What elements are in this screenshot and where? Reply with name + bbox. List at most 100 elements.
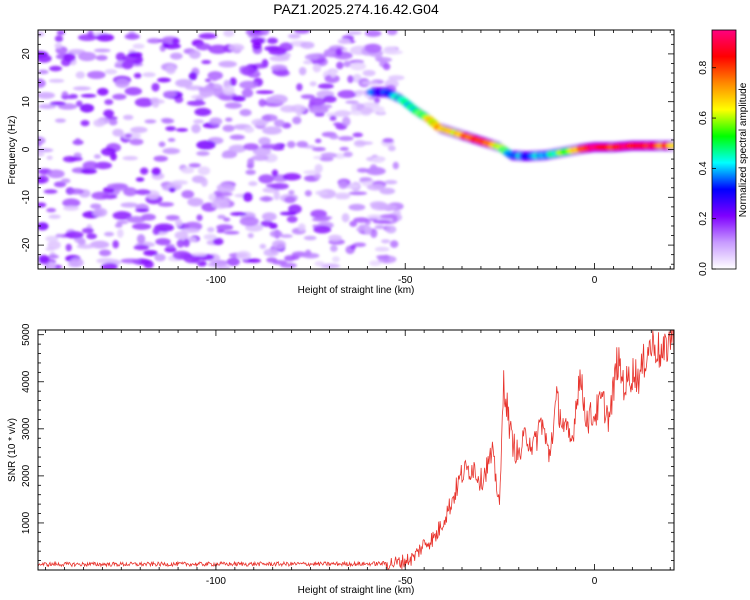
noise-blob — [311, 147, 326, 152]
noise-blob — [304, 190, 312, 197]
noise-blob — [54, 118, 66, 123]
noise-blob — [226, 257, 240, 267]
noise-blob — [170, 52, 183, 60]
noise-blob — [38, 104, 57, 110]
noise-blob — [270, 64, 288, 72]
snr-y-axis-label: SNR (10 * v/v) — [7, 418, 18, 482]
noise-blob — [95, 55, 108, 61]
noise-blob — [369, 260, 382, 267]
noise-blob — [142, 72, 156, 78]
noise-blob — [171, 180, 189, 185]
noise-blob — [251, 154, 269, 161]
noise-blob — [218, 60, 237, 68]
noise-blob — [133, 72, 142, 79]
noise-blob — [54, 35, 64, 43]
noise-blob — [38, 175, 49, 184]
noise-blob — [361, 81, 379, 85]
noise-blob — [54, 42, 63, 49]
noise-blob — [46, 207, 57, 213]
noise-blob — [222, 85, 235, 96]
noise-blob — [359, 177, 372, 182]
noise-blob — [135, 177, 145, 182]
noise-blob — [288, 204, 302, 214]
noise-blob — [46, 155, 53, 160]
noise-blob — [350, 244, 357, 250]
noise-blob — [223, 230, 240, 235]
noise-blob — [341, 116, 351, 127]
noise-blob — [152, 227, 160, 235]
noise-blob — [210, 74, 219, 82]
noise-blob — [172, 250, 191, 260]
noise-blob — [158, 201, 174, 207]
noise-blob — [353, 90, 367, 95]
noise-blob — [167, 138, 176, 142]
noise-blob — [139, 167, 149, 175]
noise-blob — [204, 78, 211, 83]
noise-blob — [93, 119, 106, 127]
noise-blob — [239, 216, 259, 227]
noise-blob — [172, 37, 180, 45]
noise-blob — [323, 95, 337, 103]
noise-blob — [300, 41, 315, 49]
noise-blob — [309, 81, 317, 87]
noise-blob — [133, 244, 150, 251]
spectrogram-x-tick-label: -50 — [398, 275, 413, 286]
noise-blob — [386, 30, 398, 36]
noise-blob — [92, 209, 104, 217]
noise-blob — [38, 222, 49, 231]
noise-blob — [239, 109, 252, 117]
snr-y-tick-label: 3000 — [21, 417, 32, 440]
noise-blob — [60, 95, 78, 100]
noise-blob — [90, 203, 102, 209]
noise-blob — [80, 93, 97, 98]
noise-blob — [38, 255, 50, 263]
noise-blob — [175, 218, 183, 227]
noise-blob — [60, 178, 71, 184]
noise-blob — [188, 163, 201, 168]
noise-blob — [94, 161, 113, 170]
noise-blob — [334, 110, 351, 117]
noise-blob — [245, 169, 256, 175]
noise-blob — [45, 235, 59, 242]
noise-blob — [212, 237, 224, 246]
noise-blob — [266, 37, 278, 44]
noise-blob — [258, 174, 274, 184]
noise-blob — [146, 38, 162, 44]
noise-blob — [207, 227, 215, 233]
noise-blob — [45, 247, 56, 251]
noise-blob — [296, 107, 303, 117]
noise-blob — [48, 214, 61, 219]
noise-blob — [259, 196, 274, 202]
noise-blob — [49, 101, 66, 106]
noise-blob — [330, 245, 338, 252]
noise-blob — [180, 228, 200, 234]
noise-blob — [364, 225, 372, 235]
spectrogram-y-tick-label: -10 — [21, 190, 32, 205]
noise-blob — [296, 140, 309, 148]
noise-blob — [161, 118, 175, 124]
noise-blob — [38, 92, 56, 99]
noise-blob — [286, 215, 298, 223]
noise-blob — [248, 181, 258, 187]
noise-blob — [209, 117, 223, 126]
noise-blob — [38, 152, 45, 157]
spectrogram-x-tick-label: 0 — [592, 275, 598, 286]
noise-blob — [269, 230, 283, 238]
noise-blob — [223, 30, 235, 37]
noise-blob — [385, 225, 397, 234]
noise-blob — [374, 55, 384, 62]
noise-blob — [93, 154, 101, 159]
noise-blob — [128, 51, 143, 58]
noise-blob — [151, 100, 160, 108]
noise-blob — [104, 69, 118, 75]
noise-blob — [125, 133, 133, 138]
snr-y-tick-label: 1000 — [21, 511, 32, 534]
noise-blob — [300, 94, 316, 100]
noise-blob — [82, 161, 99, 171]
colorbar-label: Normalized spectral amplitude — [738, 82, 749, 217]
noise-blob — [162, 43, 181, 50]
noise-blob — [379, 187, 396, 195]
noise-blob — [64, 231, 84, 239]
noise-blob — [62, 198, 81, 208]
